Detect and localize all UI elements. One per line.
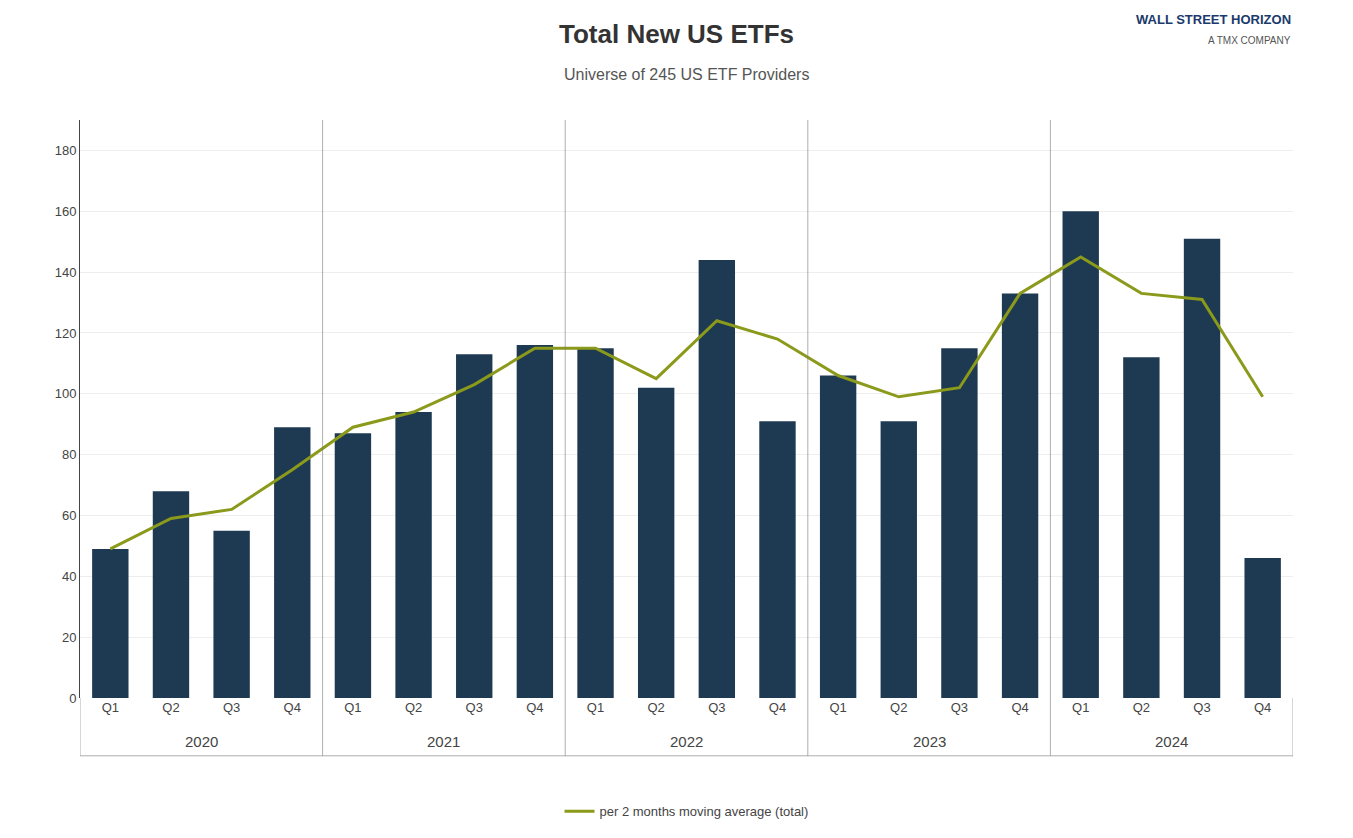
svg-text:Q2: Q2 — [1133, 700, 1150, 715]
svg-text:Q3: Q3 — [951, 700, 968, 715]
svg-text:Q4: Q4 — [284, 700, 301, 715]
svg-text:20: 20 — [62, 630, 76, 645]
svg-text:Q4: Q4 — [526, 700, 543, 715]
svg-text:Universe of 245 US ETF Provide: Universe of 245 US ETF Providers — [564, 66, 809, 83]
svg-text:180: 180 — [55, 143, 77, 158]
svg-text:40: 40 — [62, 569, 76, 584]
svg-text:Q1: Q1 — [1072, 700, 1089, 715]
svg-text:2021: 2021 — [427, 733, 460, 750]
svg-text:0: 0 — [69, 691, 76, 706]
svg-text:Q4: Q4 — [769, 700, 786, 715]
svg-text:Q2: Q2 — [405, 700, 422, 715]
svg-text:2022: 2022 — [670, 733, 703, 750]
svg-text:WALL STREET HORIZON: WALL STREET HORIZON — [1136, 12, 1291, 27]
svg-text:Q1: Q1 — [102, 700, 119, 715]
svg-text:2024: 2024 — [1155, 733, 1188, 750]
svg-text:Q3: Q3 — [223, 700, 240, 715]
svg-text:Q1: Q1 — [344, 700, 361, 715]
svg-text:120: 120 — [55, 326, 77, 341]
svg-text:Q4: Q4 — [1011, 700, 1028, 715]
svg-text:60: 60 — [62, 508, 76, 523]
svg-text:Q3: Q3 — [1193, 700, 1210, 715]
svg-text:80: 80 — [62, 447, 76, 462]
svg-text:per 2 months moving average (t: per 2 months moving average (total) — [600, 804, 809, 819]
svg-text:Q2: Q2 — [648, 700, 665, 715]
svg-text:Q1: Q1 — [587, 700, 604, 715]
svg-text:160: 160 — [55, 204, 77, 219]
svg-text:Total New US ETFs: Total New US ETFs — [559, 19, 794, 49]
svg-text:2020: 2020 — [185, 733, 218, 750]
svg-text:Q3: Q3 — [466, 700, 483, 715]
svg-text:Q1: Q1 — [829, 700, 846, 715]
svg-text:A TMX COMPANY: A TMX COMPANY — [1208, 35, 1291, 46]
svg-text:140: 140 — [55, 265, 77, 280]
svg-text:Q4: Q4 — [1254, 700, 1271, 715]
svg-text:Q2: Q2 — [162, 700, 179, 715]
svg-text:100: 100 — [55, 386, 77, 401]
svg-text:Q3: Q3 — [708, 700, 725, 715]
svg-text:Q2: Q2 — [890, 700, 907, 715]
svg-text:2023: 2023 — [913, 733, 946, 750]
